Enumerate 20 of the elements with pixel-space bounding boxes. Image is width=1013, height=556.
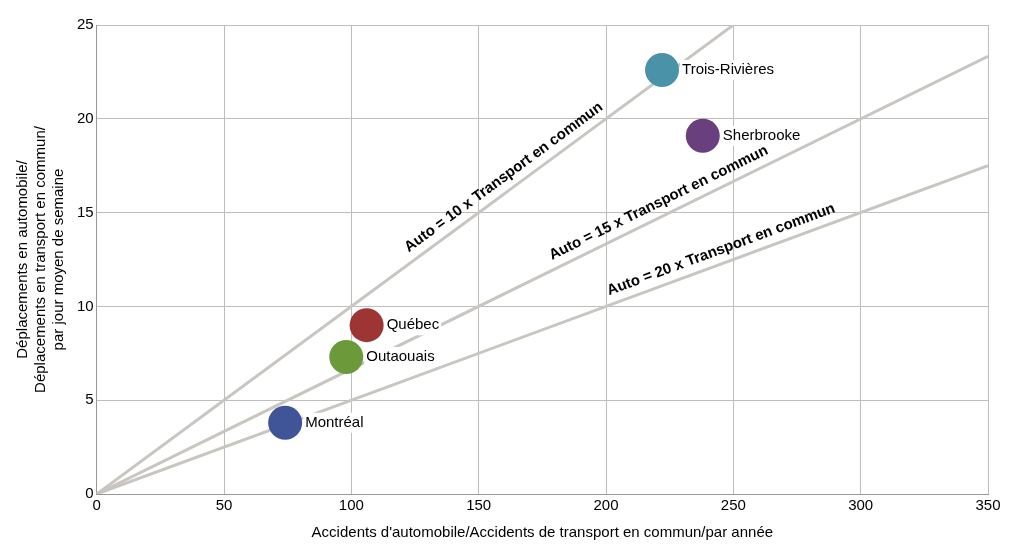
y-tick-label: 25 <box>77 15 94 33</box>
x-axis-title: Accidents d'automobile/Accidents de transport en commun/par année <box>311 523 774 541</box>
series-label: Trois-Rivières <box>682 60 774 78</box>
y-axis-title: Déplacements en automobile/ Déplacements en transport en commun/ par jour moyen de semaine <box>13 125 67 393</box>
x-tick-label: 150 <box>466 496 492 514</box>
series-label: Montréal <box>305 412 364 430</box>
y-tick-label: 0 <box>85 484 94 502</box>
y-tick-label: 20 <box>77 108 94 126</box>
series-label: Outaouais <box>366 347 435 365</box>
x-tick-label: 300 <box>848 496 874 514</box>
x-tick-label: 50 <box>215 496 233 514</box>
x-tick-label: 200 <box>593 496 619 514</box>
y-tick-label: 15 <box>77 202 94 220</box>
series-label: Québec <box>386 315 440 333</box>
x-tick-label: 350 <box>975 496 1001 514</box>
x-tick-label: 100 <box>338 496 364 514</box>
y-tick-label: 5 <box>85 390 94 408</box>
x-tick-label: 250 <box>720 496 746 514</box>
y-tick-label: 10 <box>77 296 94 314</box>
series-label: Sherbrooke <box>722 125 801 143</box>
